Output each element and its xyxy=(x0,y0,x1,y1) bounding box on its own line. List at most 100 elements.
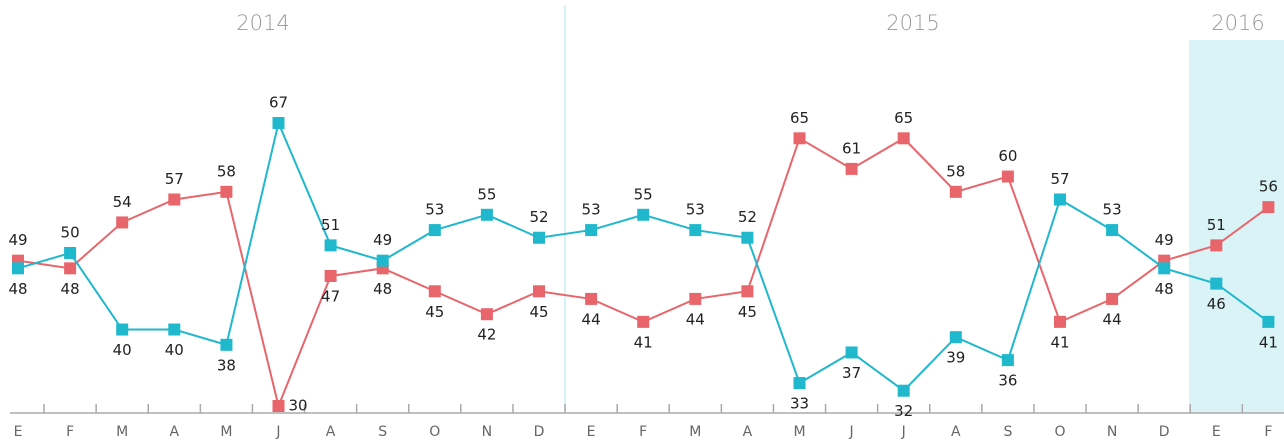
x-tick-label: M xyxy=(793,424,805,440)
value-label: 38 xyxy=(217,356,236,374)
x-tick-label: A xyxy=(326,424,336,440)
point xyxy=(220,185,233,198)
value-label: 58 xyxy=(217,162,236,180)
x-tick-label: D xyxy=(1159,424,1170,440)
year-label: 2015 xyxy=(886,11,939,35)
point xyxy=(1106,292,1119,305)
point xyxy=(637,315,650,328)
point xyxy=(1054,315,1066,328)
x-tick-label: J xyxy=(275,424,280,440)
point xyxy=(897,384,910,397)
x-tick-label: J xyxy=(901,424,906,440)
value-label: 46 xyxy=(1207,295,1226,313)
x-tick-label: A xyxy=(170,424,180,440)
point xyxy=(1054,193,1066,206)
point xyxy=(324,239,337,252)
point xyxy=(12,254,24,267)
point xyxy=(272,400,285,412)
value-label: 48 xyxy=(1155,280,1174,298)
highlight-band xyxy=(1189,40,1284,413)
value-label: 40 xyxy=(165,341,184,359)
x-tick-label: A xyxy=(743,424,753,440)
value-label: 52 xyxy=(529,208,548,226)
point xyxy=(168,193,181,206)
x-tick-label: D xyxy=(534,424,545,440)
point xyxy=(845,346,858,359)
x-tick-label: M xyxy=(116,424,128,440)
point xyxy=(585,292,598,305)
value-label: 57 xyxy=(1050,170,1069,188)
x-tick-label: N xyxy=(1107,424,1117,440)
point xyxy=(324,269,337,282)
x-tick-label: M xyxy=(689,424,701,440)
point xyxy=(1262,315,1275,328)
series-line xyxy=(17,136,1269,410)
point xyxy=(741,231,754,244)
value-label: 42 xyxy=(477,326,496,344)
point xyxy=(272,117,285,129)
value-label: 45 xyxy=(529,303,548,321)
point xyxy=(64,247,77,260)
x-tick-label: E xyxy=(587,424,596,440)
x-tick-label: S xyxy=(1003,424,1012,440)
point xyxy=(428,285,441,298)
value-label: 55 xyxy=(634,185,653,203)
x-tick-label: S xyxy=(378,424,387,440)
value-label: 50 xyxy=(61,224,80,242)
point xyxy=(533,285,545,298)
point xyxy=(1158,254,1171,267)
point xyxy=(116,216,129,229)
value-label: 44 xyxy=(686,310,705,328)
value-label: 32 xyxy=(894,402,913,420)
value-label: 33 xyxy=(790,395,809,413)
x-tick-label: J xyxy=(849,424,854,440)
point xyxy=(376,254,389,267)
value-label: 54 xyxy=(113,193,132,211)
value-label: 65 xyxy=(790,109,809,127)
x-tick-label: N xyxy=(482,424,492,440)
year-label: 2014 xyxy=(236,11,289,35)
value-label: 49 xyxy=(1155,231,1174,249)
point xyxy=(1210,277,1223,290)
value-label: 48 xyxy=(373,280,392,298)
point xyxy=(793,132,806,145)
value-label: 48 xyxy=(61,280,80,298)
value-label: 49 xyxy=(8,231,27,249)
value-label: 37 xyxy=(842,364,861,382)
x-tick-label: F xyxy=(66,424,74,440)
point xyxy=(1210,239,1223,252)
value-label: 55 xyxy=(477,185,496,203)
point xyxy=(1106,224,1119,237)
point xyxy=(949,331,962,344)
point xyxy=(793,377,806,390)
x-tick-label: M xyxy=(220,424,232,440)
point xyxy=(637,208,650,221)
value-label: 51 xyxy=(1207,216,1226,234)
point xyxy=(12,262,24,275)
point xyxy=(480,208,493,221)
x-tick-label: O xyxy=(429,424,440,440)
point xyxy=(220,338,233,351)
value-label: 53 xyxy=(686,201,705,219)
point xyxy=(1262,201,1275,214)
point xyxy=(689,224,702,237)
value-label: 30 xyxy=(289,397,308,415)
x-tick-label: E xyxy=(14,424,23,440)
value-label: 41 xyxy=(634,333,653,351)
value-label: 53 xyxy=(1103,201,1122,219)
point xyxy=(428,224,441,237)
value-label: 39 xyxy=(946,349,965,367)
point xyxy=(845,162,858,175)
x-tick-label: O xyxy=(1054,424,1065,440)
point xyxy=(1158,262,1171,275)
value-label: 51 xyxy=(321,216,340,234)
point xyxy=(897,132,910,145)
value-label: 47 xyxy=(321,287,340,305)
value-label: 44 xyxy=(582,310,601,328)
value-label: 56 xyxy=(1259,178,1278,196)
value-label: 49 xyxy=(373,231,392,249)
value-label: 41 xyxy=(1259,333,1278,351)
value-label: 53 xyxy=(582,201,601,219)
point xyxy=(480,308,493,321)
